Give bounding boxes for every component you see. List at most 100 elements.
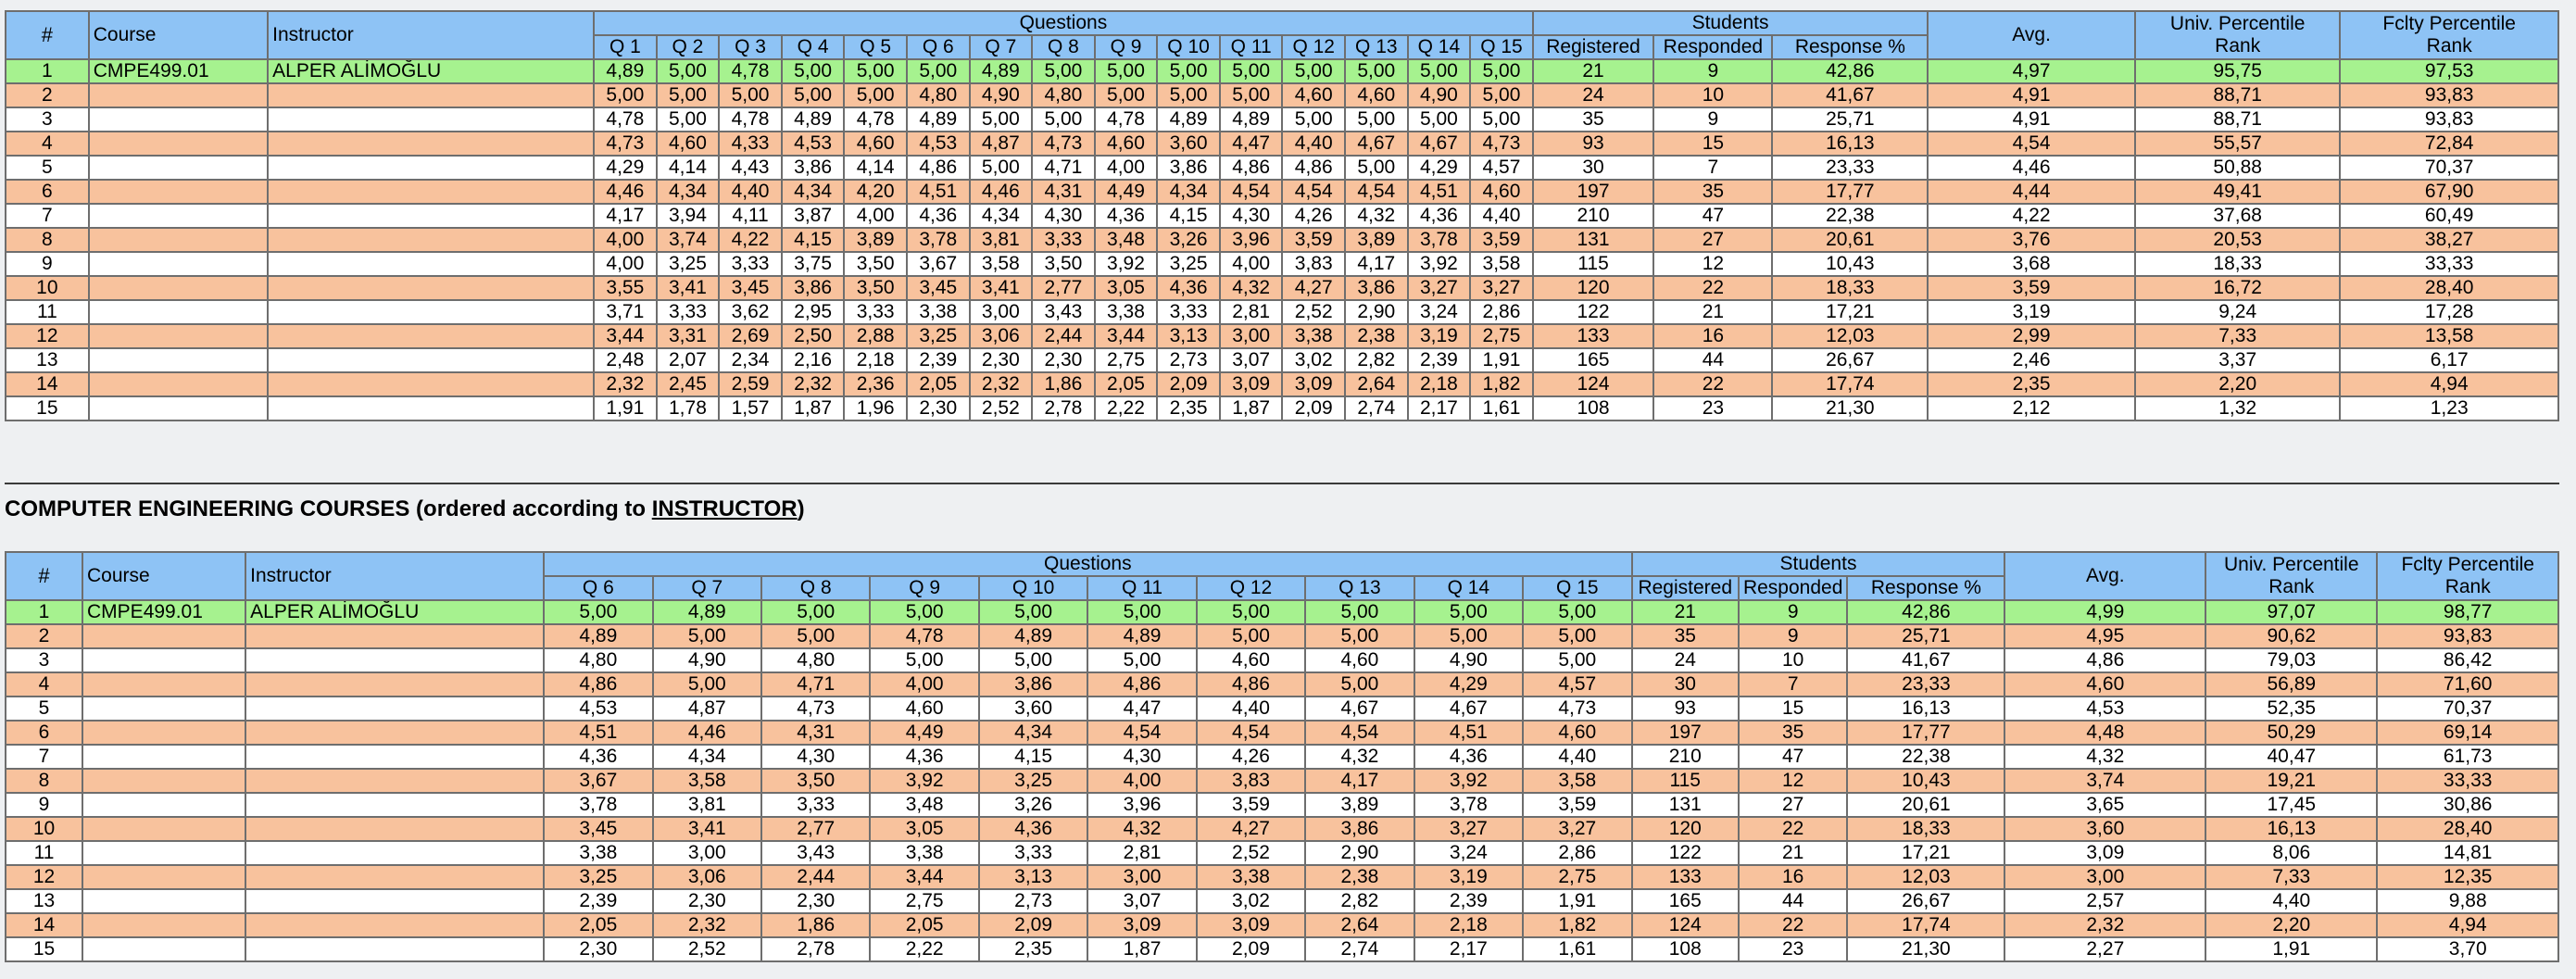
table-cell: 4,89: [905, 107, 971, 132]
table-row: 12 3,25 3,06 2,44 3,44 3,13 3,00 3,38 2,38 3,19 2,…: [4, 864, 2559, 890]
table-cell: 3,07: [1218, 347, 1284, 373]
table-cell: 2,17: [1413, 936, 1525, 962]
table-cell: 33,33: [2339, 251, 2559, 277]
table-cell: [267, 107, 596, 132]
header-question: Q 13: [1304, 575, 1415, 601]
table-cell: 4,53: [543, 696, 654, 722]
table-cell: 4,00: [869, 671, 980, 697]
table-cell: 11: [5, 299, 90, 325]
table-cell: 3,45: [543, 816, 654, 842]
table-cell: 4,40: [2205, 888, 2379, 914]
table-cell: 4,54: [1927, 131, 2136, 157]
table-row: 6 4,51 4,46 4,31 4,49 4,34 4,54 4,54 4,54 4,51 4,6…: [4, 720, 2559, 746]
table-cell: 5,00: [869, 599, 980, 625]
table-cell: 2,45: [655, 371, 721, 397]
table-cell: 2,05: [905, 371, 971, 397]
table-cell: 3,44: [593, 323, 658, 349]
table-cell: 47: [1737, 744, 1849, 770]
table-cell: 17,74: [1846, 912, 2006, 938]
table-cell: 5: [5, 155, 90, 181]
table-row: 12 3,44 3,31 2,69 2,50 2,88 3,25 3,06 2,44 3,44 3,…: [5, 323, 2559, 349]
table-cell: 71,60: [2376, 671, 2559, 697]
table-cell: 44: [1652, 347, 1774, 373]
table-cell: ALPER ALİMOĞLU: [267, 58, 596, 84]
table-cell: 6: [5, 179, 90, 205]
table-cell: 1,91: [593, 395, 658, 421]
table-cell: 3,27: [1413, 816, 1525, 842]
table-cell: 3,27: [1522, 816, 1633, 842]
table-cell: 3,33: [655, 299, 721, 325]
table-cell: 4,36: [869, 744, 980, 770]
table-cell: 4,30: [1218, 203, 1284, 229]
table-cell: 2,48: [593, 347, 658, 373]
table-cell: 17,77: [1846, 720, 2006, 746]
header-student-metric: Responded: [1737, 575, 1849, 601]
table-cell: 4,36: [1156, 275, 1221, 301]
table-cell: 4,89: [1218, 107, 1284, 132]
table-cell: 97,07: [2205, 599, 2379, 625]
table-cell: 4,67: [1413, 696, 1525, 722]
table-cell: 4,60: [2004, 671, 2207, 697]
table-cell: 4,17: [1344, 251, 1409, 277]
table-row: 3 4,80 4,90 4,80 5,00 5,00 5,00 4,60 4,60 4,90 5,0…: [4, 647, 2559, 673]
table-cell: 4,73: [1469, 131, 1534, 157]
table-cell: 2,32: [2004, 912, 2207, 938]
table-cell: 14: [4, 912, 84, 938]
table-cell: 5,00: [1413, 599, 1525, 625]
table-cell: 4,40: [1281, 131, 1347, 157]
table-cell: 3,89: [1344, 227, 1409, 253]
header-question: Q 7: [651, 575, 763, 601]
table-cell: 42,86: [1846, 599, 2006, 625]
table-cell: 3,96: [1218, 227, 1284, 253]
table-row: 14 2,32 2,45 2,59 2,32 2,36 2,05 2,32 1,86 2,05 2,…: [5, 371, 2559, 397]
table-cell: 2,52: [1195, 840, 1307, 866]
table-cell: 3,59: [1281, 227, 1347, 253]
table-cell: [245, 792, 546, 818]
table-cell: [87, 347, 270, 373]
header-question: Q 10: [977, 575, 1089, 601]
table-row: 10 3,45 3,41 2,77 3,05 4,36 4,32 4,27 3,86 3,27 3,…: [4, 816, 2559, 842]
table-cell: 4,43: [718, 155, 783, 181]
table-cell: 3: [5, 107, 90, 132]
table-cell: 79,03: [2205, 647, 2379, 673]
table-cell: [245, 912, 546, 938]
table-cell: 4,89: [543, 623, 654, 649]
table-row: 8 3,67 3,58 3,50 3,92 3,25 4,00 3,83 4,17 3,92 3,5…: [4, 768, 2559, 794]
table-cell: 3,19: [1413, 864, 1525, 890]
table-cell: 2,39: [905, 347, 971, 373]
header-question: Q 5: [843, 34, 908, 60]
table-cell: 2,30: [543, 936, 654, 962]
table-cell: 4,78: [843, 107, 908, 132]
table-cell: 3,78: [1406, 227, 1472, 253]
table-cell: [87, 323, 270, 349]
table-cell: 5,00: [651, 623, 763, 649]
header-fclty-line: Rank: [2426, 35, 2472, 56]
section-heading: COMPUTER ENGINEERING COURSES (ordered ac…: [5, 496, 805, 522]
header-question: Q 10: [1156, 34, 1221, 60]
table-cell: 3,27: [1469, 275, 1534, 301]
table-cell: 3,78: [905, 227, 971, 253]
table-cell: 4,34: [655, 179, 721, 205]
table-cell: 2,38: [1304, 864, 1415, 890]
table-cell: 21: [1652, 299, 1774, 325]
table-cell: 5: [4, 696, 84, 722]
sort-by-instructor-link[interactable]: INSTRUCTOR: [651, 496, 798, 521]
table-cell: 12,35: [2376, 864, 2559, 890]
header-row-top: # Course Instructor Questions Students Avg. Un…: [5, 10, 2559, 60]
header-question: Q 9: [869, 575, 980, 601]
table-cell: 3,92: [1093, 251, 1159, 277]
header-question: Q 6: [543, 575, 654, 601]
table-cell: 41,67: [1771, 82, 1929, 108]
table-cell: 4,54: [1087, 720, 1198, 746]
table-cell: 3,74: [655, 227, 721, 253]
table-cell: 2,74: [1304, 936, 1415, 962]
table-cell: 23: [1652, 395, 1774, 421]
table-cell: 2,95: [780, 299, 846, 325]
table-row: 6 4,46 4,34 4,40 4,34 4,20 4,51 4,46 4,31 4,49 4,3…: [5, 179, 2559, 205]
heading-suffix: ): [797, 496, 805, 521]
table-cell: 3,60: [1156, 131, 1221, 157]
header-question: Q 3: [718, 34, 783, 60]
table-cell: 23,33: [1846, 671, 2006, 697]
table-cell: 22: [1737, 912, 1849, 938]
table-cell: 4,40: [1195, 696, 1307, 722]
